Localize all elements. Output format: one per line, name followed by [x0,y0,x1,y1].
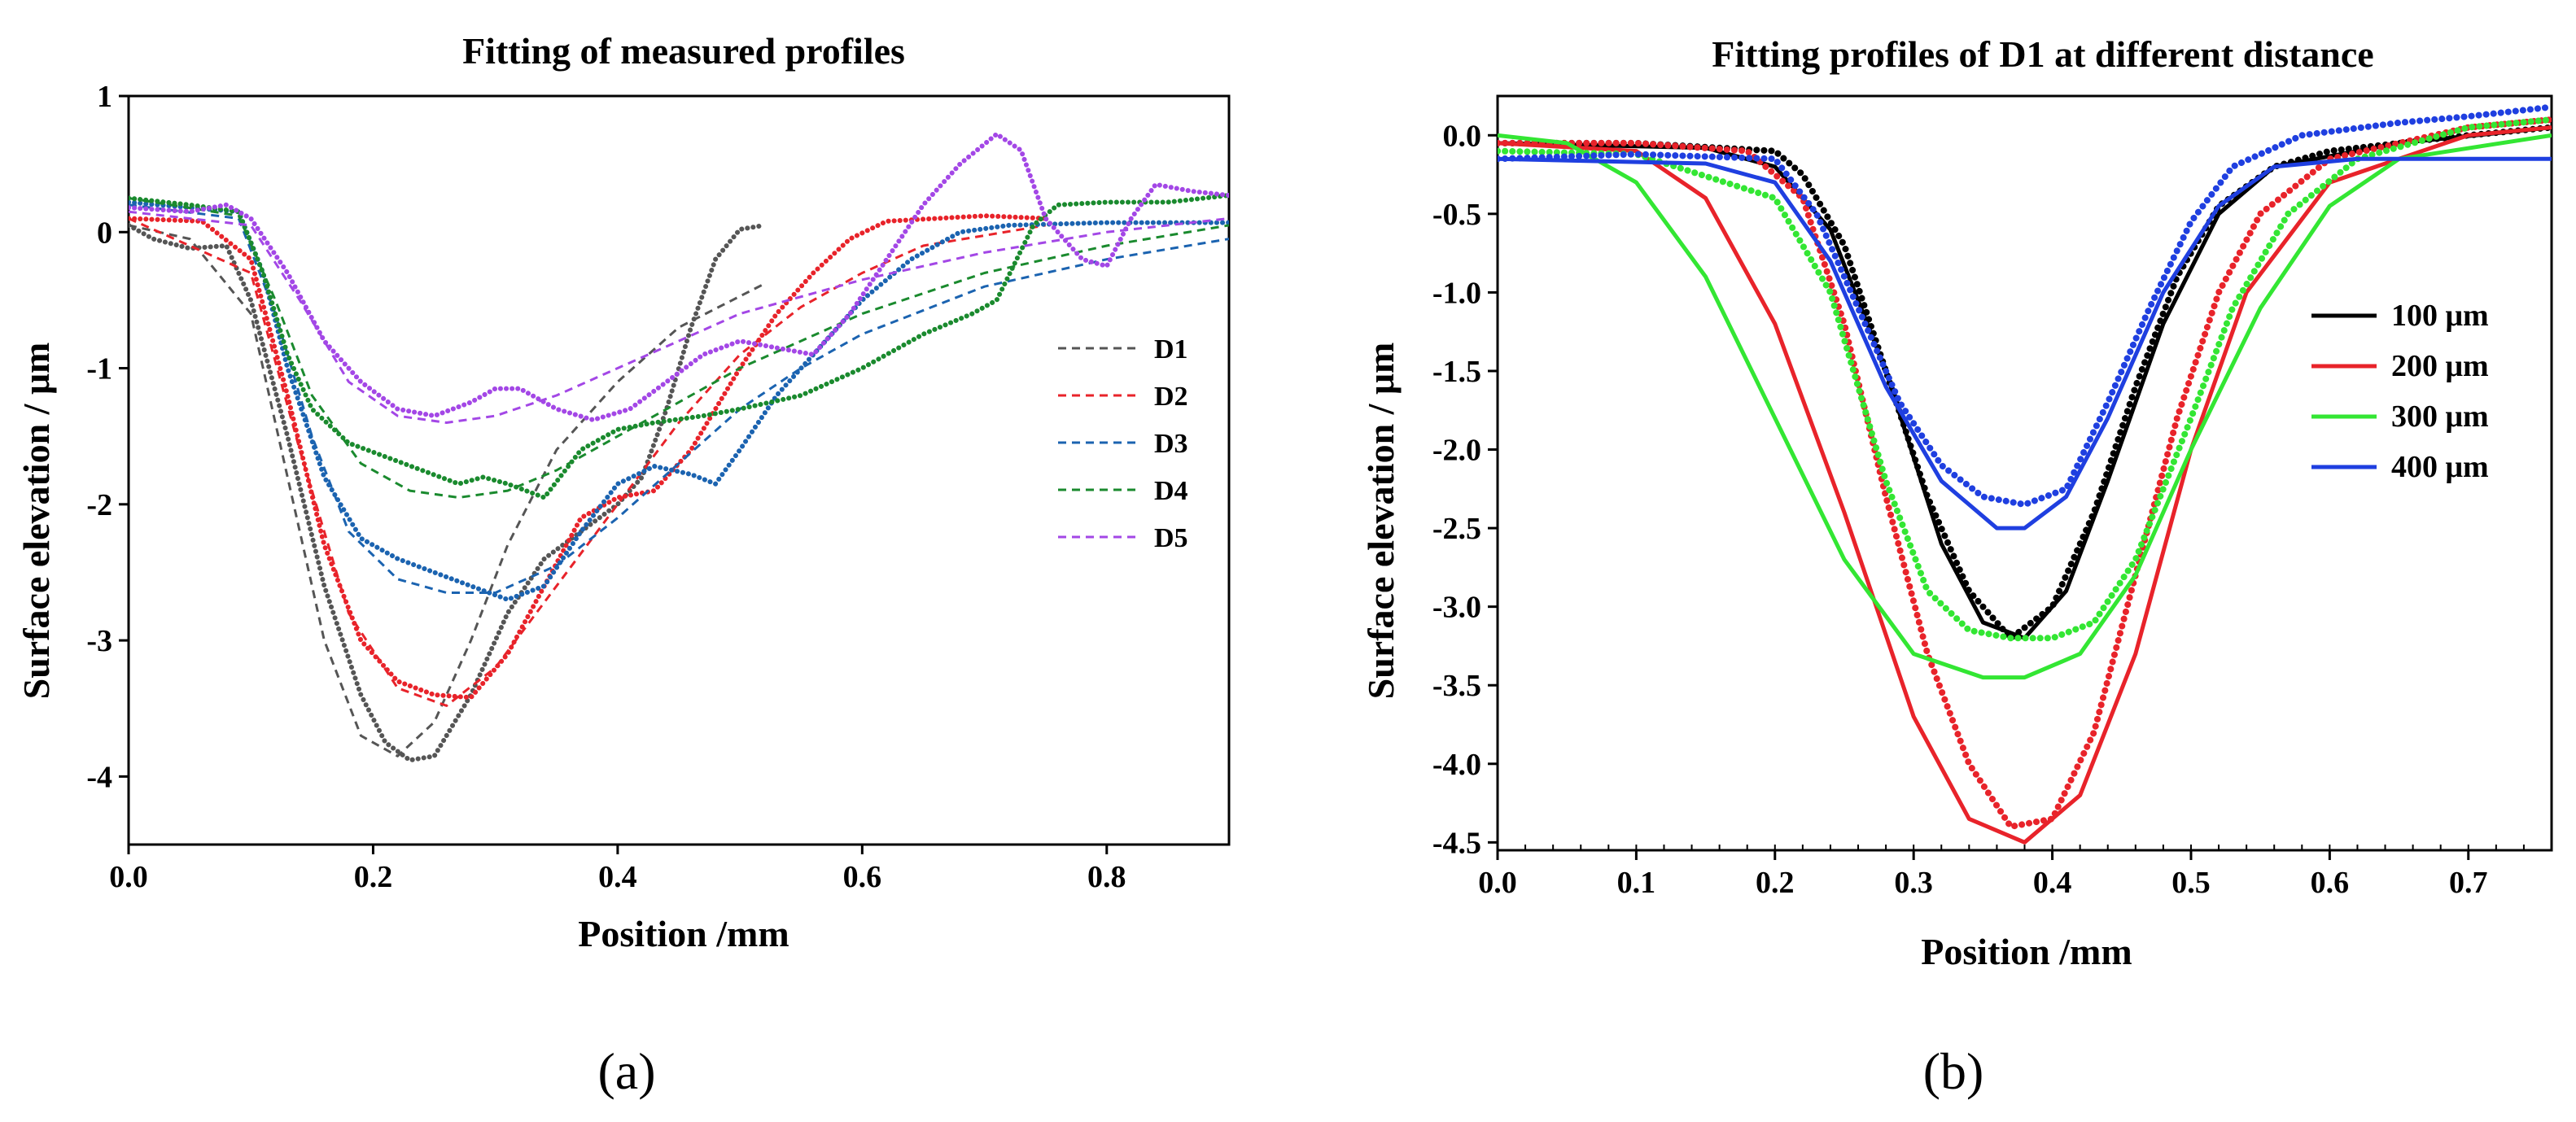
chart-b-ytick-label: -1.5 [1432,355,1481,389]
chart-b-ytick-label: -4.5 [1432,826,1481,860]
chart-b-legend-label-1: 100 μm [2391,299,2489,333]
chart-b-series-group [1498,103,2552,845]
chart-b-fit-line-2 [1498,125,2552,845]
chart-b-title: Fitting profiles of D1 at different dist… [1712,33,2373,75]
chart-a-legend-label-3: D3 [1154,429,1188,459]
chart-a-legend-label-4: D4 [1154,476,1188,506]
chart-a-legend-label-1: D1 [1154,334,1188,365]
chart-b-legend-label-3: 300 μm [2391,399,2489,434]
chart-a-ytick-label: 0 [97,216,112,250]
chart-b-xtick-label: 0.7 [2449,866,2488,900]
chart-a-title: Fitting of measured profiles [462,30,905,72]
chart-b-xtick-label: 0.6 [2311,866,2350,900]
chart-b-measured-line-2 [1498,116,2552,830]
chart-b: Fitting profiles of D1 at different dist… [1360,33,2553,1100]
chart-a-measured-line-1 [129,222,768,763]
chart-a-plot: 0.0 0.2 0.4 0.6 0.8 1 0 -1 -2 -3 -4 D1 D2 D3 D4 D5 [86,80,1231,894]
chart-b-legend: 100 μm 200 μm 300 μm 400 μm [2311,299,2489,484]
chart-b-ytick-label: 0.0 [1443,119,1482,153]
chart-b-ytick-label: -3.5 [1432,669,1481,703]
chart-b-xtick-label: 0.2 [1756,866,1795,900]
chart-a-legend-label-5: D5 [1154,523,1188,553]
chart-b-measured-line-3 [1498,116,2552,642]
chart-a-xtick-label: 0.8 [1087,860,1126,894]
chart-a: Fitting of measured profiles 0.0 0.2 0.4 0.… [15,30,1231,1100]
chart-a-ytick-label: 1 [97,80,112,114]
chart-b-ytick-label: -3.0 [1432,591,1481,625]
chart-a-ytick-label: -2 [86,488,112,522]
chart-a-xtick-label: 0.4 [598,860,637,894]
chart-a-xtick-label: 0.2 [354,860,393,894]
chart-b-legend-label-4: 400 μm [2391,450,2489,484]
chart-a-measured-line-3 [129,199,1229,602]
chart-b-xtick-label: 0.3 [1894,866,1933,900]
chart-b-measured-line-4 [1498,103,2552,509]
chart-b-fit-line-3 [1498,133,2552,680]
chart-b-xlabel: Position /mm [1921,931,2132,972]
chart-a-frame [127,94,1231,846]
chart-a-xtick-label: 0.0 [109,860,148,894]
chart-a-fit-line-4 [129,197,1229,499]
chart-a-fit-line-3 [129,203,1229,594]
chart-b-xtick-label: 0.1 [1617,866,1656,900]
chart-a-measured-line-4 [129,193,1229,500]
chart-b-panel-label: (b) [1923,1042,1984,1100]
chart-a-ytick-label: -1 [86,352,112,386]
chart-b-ytick-label: -1.0 [1432,276,1481,310]
chart-a-ytick-label: -3 [86,624,112,658]
chart-b-xtick-label: 0.4 [2033,866,2072,900]
chart-b-ytick-label: -4.0 [1432,748,1481,782]
chart-a-panel-label: (a) [597,1042,655,1100]
chart-a-measured-line-5 [129,131,1229,423]
chart-a-ytick-label: -4 [86,760,112,794]
chart-a-fit-line-1 [129,224,765,757]
chart-b-xtick-label: 0.5 [2171,866,2211,900]
chart-a-legend-label-2: D2 [1154,382,1188,412]
chart-b-ylabel: Surface elevation / μm [1360,343,1402,700]
chart-a-ylabel: Surface elevation / μm [15,343,57,700]
chart-a-xtick-label: 0.6 [843,860,882,894]
chart-a-legend: D1 D2 D3 D4 D5 [1058,334,1188,553]
chart-a-series-group [129,131,1229,763]
chart-b-ytick-label: -0.5 [1432,198,1481,232]
chart-a-fit-line-2 [129,217,1046,707]
chart-b-ytick-label: -2.0 [1432,434,1481,468]
chart-b-xtick-label: 0.0 [1478,866,1517,900]
chart-b-fit-line-4 [1498,156,2552,530]
chart-a-xlabel: Position /mm [578,913,789,954]
chart-b-plot: 0.0 0.1 0.2 0.3 0.4 0.5 0.6 0.7 0.0 -0.5 -1.0 -1.5 -… [1432,94,2553,900]
chart-b-ytick-label: -2.5 [1432,512,1481,546]
chart-b-legend-label-2: 200 μm [2391,349,2489,383]
chart-a-fit-line-5 [129,210,1229,424]
